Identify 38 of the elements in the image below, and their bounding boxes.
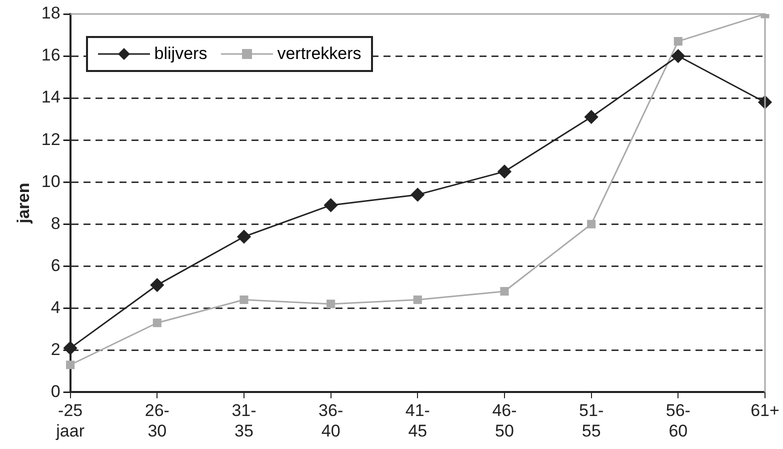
legend-label: blijvers (154, 44, 208, 64)
y-tick-label: 0 (50, 382, 60, 401)
point (671, 49, 685, 63)
legend-label: vertrekkers (277, 44, 362, 64)
x-tick-label: 61+ (750, 401, 780, 420)
point (150, 278, 164, 292)
point (240, 295, 248, 304)
y-tick-label: 16 (41, 46, 60, 65)
x-tick-label: -25 jaar (55, 401, 85, 440)
y-tick-label: 14 (41, 88, 60, 107)
y-tick-label: 12 (41, 130, 60, 149)
y-tick-label: 4 (50, 298, 60, 317)
x-tick-label: 26-30 (144, 401, 170, 440)
y-tick-label: 6 (50, 256, 60, 275)
x-tick-label: 46-50 (492, 401, 517, 440)
point (152, 318, 162, 328)
y-tick-label: 10 (41, 172, 60, 191)
point (66, 360, 75, 370)
point (237, 230, 251, 244)
x-tick-label: 56-60 (666, 401, 690, 440)
point (64, 341, 78, 355)
x-tick-label: 36-40 (318, 401, 344, 440)
point (500, 287, 509, 296)
y-axis-title: jaren (14, 182, 33, 224)
point (584, 110, 598, 124)
point (326, 300, 336, 308)
y-tick-label: 2 (50, 340, 60, 359)
point (324, 198, 338, 212)
y-tick-label: 8 (50, 214, 60, 233)
point (587, 220, 596, 228)
point (410, 188, 424, 202)
point (413, 295, 422, 304)
x-tick-label: 51-55 (579, 401, 604, 440)
x-tick-label: 31-35 (232, 401, 256, 440)
y-tick-label: 18 (41, 4, 60, 23)
point (674, 37, 682, 46)
point (498, 164, 512, 178)
x-tick-label: 41-45 (405, 401, 430, 440)
